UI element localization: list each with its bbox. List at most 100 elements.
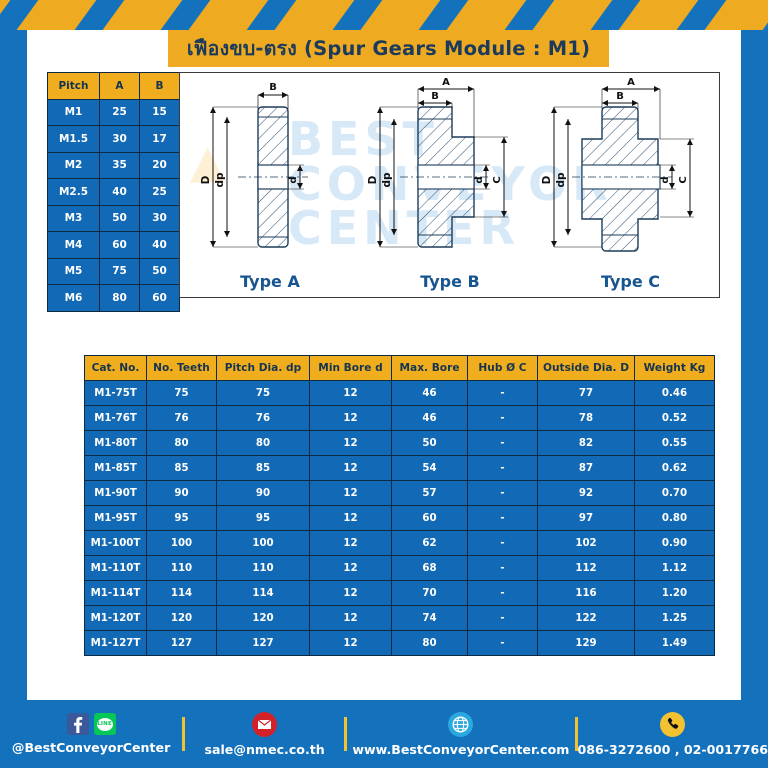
dim-label-a: A xyxy=(627,77,635,88)
email-icon[interactable] xyxy=(252,711,278,737)
content-card: เฟืองขบ-ตรง (Spur Gears Module : M1) Pit… xyxy=(27,30,741,700)
cell-pitch: M2 xyxy=(47,151,100,179)
cell-weight: 0.62 xyxy=(634,455,715,481)
cell-cat-no: M1-85T xyxy=(84,455,147,481)
cell-pitch: M1.5 xyxy=(47,125,100,153)
footer-social[interactable]: LINE @BestConveyorCenter xyxy=(0,713,182,755)
facebook-glyph xyxy=(74,716,83,733)
cell-max-bore: 70 xyxy=(391,580,468,606)
decorative-stripe-band xyxy=(0,0,768,30)
line-icon-label: LINE xyxy=(96,717,113,731)
cell-pitch: M1 xyxy=(47,98,100,126)
dim-label-dp: dp xyxy=(214,172,226,188)
cell-teeth: 114 xyxy=(146,580,217,606)
website-url-label: www.BestConveyorCenter.com xyxy=(352,741,570,757)
cell-max-bore: 54 xyxy=(391,455,468,481)
pitch-reference-table: Pitch A B M1 25 15 M1.5 30 17 M2 35 20 M2.5 40 2… xyxy=(47,72,180,312)
page-title: เฟืองขบ-ตรง (Spur Gears Module : M1) xyxy=(186,37,591,60)
dim-label-b: B xyxy=(616,91,624,102)
cell-pitch: M5 xyxy=(47,257,100,285)
cell-b: 30 xyxy=(139,204,180,232)
stripe xyxy=(175,0,279,30)
cell-teeth: 85 xyxy=(146,455,217,481)
col-header-pitch-dia: Pitch Dia. dp xyxy=(216,355,310,381)
phone-icon[interactable] xyxy=(660,711,686,737)
cell-max-bore: 62 xyxy=(391,530,468,556)
cell-cat-no: M1-100T xyxy=(84,530,147,556)
cell-pitch: M3 xyxy=(47,204,100,232)
col-header-max-bore: Max. Bore xyxy=(391,355,468,381)
cell-min-bore: 12 xyxy=(309,480,392,506)
footer-phone[interactable]: 086-3272600 , 02-0017766 xyxy=(578,711,768,757)
gear-diagram-type-a: B D dp d T xyxy=(180,73,360,297)
cell-b: 50 xyxy=(139,257,180,285)
line-icon[interactable]: LINE xyxy=(93,713,116,735)
table-row: M2 35 20 xyxy=(47,151,180,179)
dim-label-a: A xyxy=(442,77,450,88)
cell-a: 35 xyxy=(99,151,140,179)
cell-weight: 0.80 xyxy=(634,505,715,531)
stripe xyxy=(89,0,193,30)
gear-diagram-type-b: A B D dp xyxy=(360,73,540,297)
email-address-label: sale@nmec.co.th xyxy=(204,741,325,757)
type-c-drawing: A B D dp xyxy=(541,77,694,252)
dim-label-c: C xyxy=(492,176,503,183)
title-bar: เฟืองขบ-ตรง (Spur Gears Module : M1) xyxy=(27,30,741,80)
table-row: M3 50 30 xyxy=(47,204,180,232)
cell-weight: 0.70 xyxy=(634,480,715,506)
cell-cat-no: M1-90T xyxy=(84,480,147,506)
cell-min-bore: 12 xyxy=(309,380,392,406)
cell-pitch: M6 xyxy=(47,284,100,312)
footer-divider xyxy=(182,717,185,751)
dim-label-d-bore: d xyxy=(474,176,485,183)
cell-outside-dia: 82 xyxy=(537,430,635,456)
cell-weight: 1.12 xyxy=(634,555,715,581)
col-header-min-bore: Min Bore d xyxy=(309,355,392,381)
facebook-icon[interactable] xyxy=(66,713,89,735)
gear-caption-type-a: Type A xyxy=(240,272,300,291)
cell-min-bore: 12 xyxy=(309,630,392,656)
cell-pitch-dia: 100 xyxy=(216,530,310,556)
cell-max-bore: 50 xyxy=(391,430,468,456)
type-b-drawing: A B D dp xyxy=(367,77,508,248)
cell-min-bore: 12 xyxy=(309,505,392,531)
cell-b: 15 xyxy=(139,98,180,126)
dim-label-b: B xyxy=(269,82,277,93)
pitch-table-header-row: Pitch A B xyxy=(47,72,180,100)
cell-pitch-dia: 127 xyxy=(216,630,310,656)
dim-label-d-outside: D xyxy=(200,175,212,184)
dim-label-d-bore: d xyxy=(288,176,299,183)
footer-divider xyxy=(574,717,578,751)
col-header-cat-no: Cat. No. xyxy=(84,355,147,381)
cell-hub: - xyxy=(467,405,538,431)
social-handle-label: @BestConveyorCenter xyxy=(11,740,171,755)
cell-cat-no: M1-95T xyxy=(84,505,147,531)
globe-icon[interactable] xyxy=(448,711,474,737)
cell-outside-dia: 112 xyxy=(537,555,635,581)
cell-hub: - xyxy=(467,505,538,531)
cell-outside-dia: 77 xyxy=(537,380,635,406)
table-row: M1-114T 114 114 12 70-116 1.20 xyxy=(84,580,715,606)
cell-pitch-dia: 114 xyxy=(216,580,310,606)
footer-email[interactable]: sale@nmec.co.th xyxy=(185,711,344,757)
cell-cat-no: M1-76T xyxy=(84,405,147,431)
table-row: M4 60 40 xyxy=(47,231,180,259)
table-row: M1.5 30 17 xyxy=(47,125,180,153)
cell-outside-dia: 87 xyxy=(537,455,635,481)
table-row: M6 80 60 xyxy=(47,284,180,312)
cell-max-bore: 46 xyxy=(391,405,468,431)
phone-handset-glyph xyxy=(667,717,678,729)
cell-pitch-dia: 80 xyxy=(216,430,310,456)
cell-cat-no: M1-120T xyxy=(84,605,147,631)
dim-label-dp: dp xyxy=(381,172,393,188)
table-row: M5 75 50 xyxy=(47,257,180,285)
footer-website[interactable]: www.BestConveyorCenter.com xyxy=(347,711,575,757)
social-icons: LINE xyxy=(66,713,116,735)
cell-cat-no: M1-114T xyxy=(84,580,147,606)
table-row: M1-100T 100 100 12 62-102 0.90 xyxy=(84,530,715,556)
type-a-drawing: B D dp d xyxy=(200,82,308,248)
gear-diagram-type-c: A B D dp xyxy=(540,73,719,297)
stripe xyxy=(347,0,451,30)
table-row: M1-85T 85 85 12 54-87 0.62 xyxy=(84,455,715,481)
